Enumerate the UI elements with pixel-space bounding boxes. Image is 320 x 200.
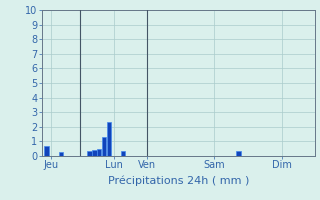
Bar xyxy=(87,151,92,156)
Bar xyxy=(92,150,97,156)
X-axis label: Précipitations 24h ( mm ): Précipitations 24h ( mm ) xyxy=(108,176,249,186)
Bar xyxy=(102,137,106,156)
Bar xyxy=(236,151,241,156)
Bar xyxy=(59,152,63,156)
Bar xyxy=(121,151,125,156)
Bar xyxy=(97,149,101,156)
Bar xyxy=(107,122,111,156)
Bar xyxy=(44,146,49,156)
